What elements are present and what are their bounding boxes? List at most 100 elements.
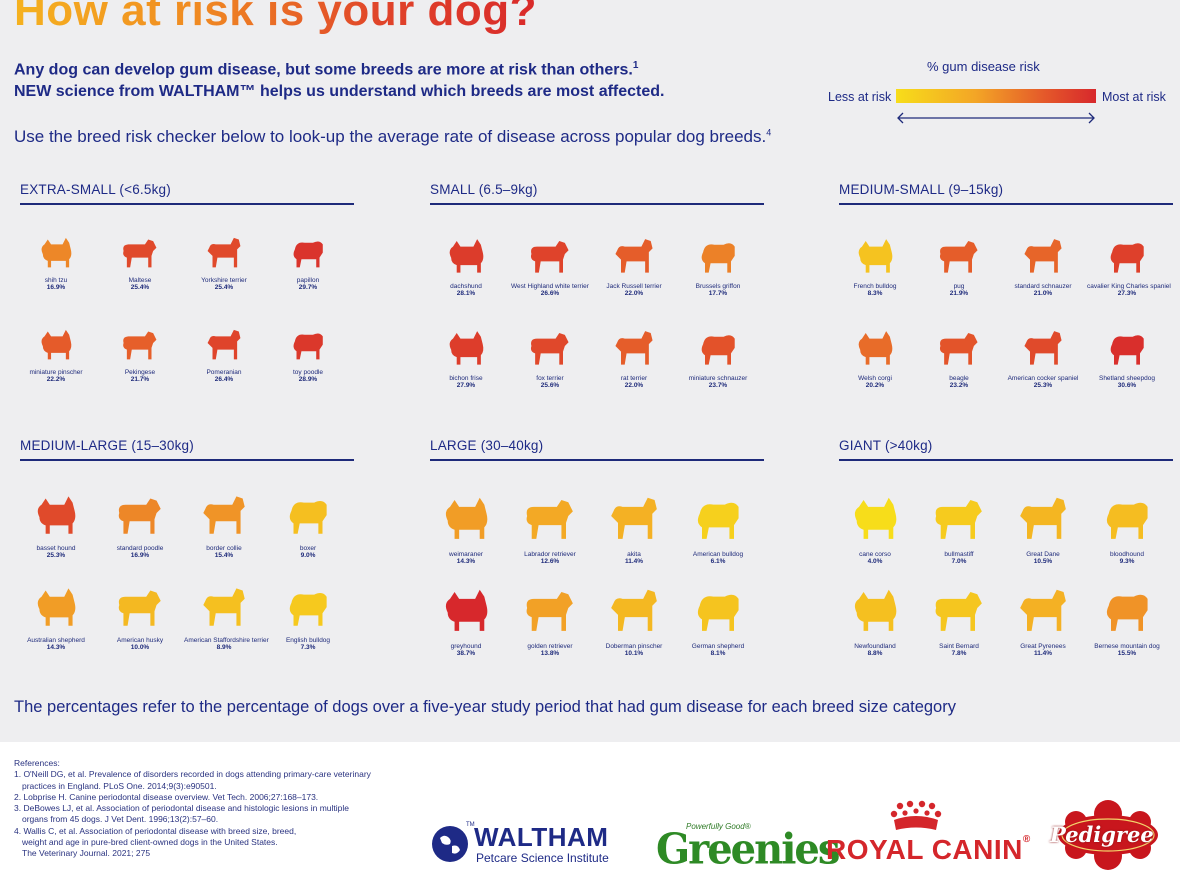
dog-silhouette-icon: [858, 331, 893, 365]
reference-line: 3. DeBowes LJ, et al. Association of per…: [14, 803, 349, 814]
breed-name: bloodhound: [1110, 551, 1144, 558]
breed-risk-percent: 8.8%: [867, 650, 883, 657]
breed-name: American bulldog: [692, 551, 744, 558]
breed-name: Shetland sheepdog: [1098, 375, 1156, 382]
breed-item: greyhound 38.7%: [426, 576, 506, 657]
breed-risk-percent: 27.3%: [1117, 290, 1137, 297]
dog-silhouette-icon: [526, 500, 573, 539]
breed-risk-percent: 8.1%: [710, 650, 726, 657]
breed-item: Saint Bernard 7.8%: [919, 576, 999, 657]
dog-silhouette-icon: [289, 592, 327, 626]
breed-name: basset hound: [36, 545, 76, 552]
breed-risk-percent: 9.3%: [1119, 558, 1135, 565]
breed-name: American Staffordshire terrier: [184, 637, 269, 644]
lookup-text: Use the breed risk checker below to look…: [14, 127, 772, 146]
breed-risk-percent: 4.0%: [867, 558, 883, 565]
reference-line: The Veterinary Journal. 2021; 275: [22, 848, 151, 859]
dog-silhouette-icon: [123, 331, 157, 360]
breed-item: akita 11.4%: [594, 484, 674, 565]
breed-name: Welsh corgi: [858, 375, 892, 382]
breed-risk-percent: 25.6%: [540, 382, 560, 389]
breed-name: cane corso: [859, 551, 891, 558]
dog-silhouette-icon: [939, 241, 978, 273]
greenies-logo: Powerfully Good® Greenies: [656, 818, 840, 874]
breed-name: papillon: [296, 277, 320, 284]
breed-item: standard poodle 16.9%: [100, 484, 180, 559]
breed-risk-percent: 16.9%: [130, 552, 150, 559]
waltham-logo: TM WALTHAM Petcare Science Institute: [430, 818, 630, 868]
breed-risk-percent: 12.6%: [540, 558, 560, 565]
greenies-tagline: Powerfully Good®: [686, 822, 751, 831]
breed-risk-percent: 8.3%: [867, 290, 883, 297]
dog-silhouette-icon: [445, 497, 488, 539]
breed-risk-percent: 21.7%: [130, 376, 150, 383]
breed-name: pug: [953, 283, 965, 290]
breed-name: Labrador retriever: [524, 551, 576, 558]
dog-silhouette-icon: [1110, 243, 1144, 273]
breed-risk-percent: 10.1%: [624, 650, 644, 657]
dog-silhouette-icon: [1024, 331, 1062, 365]
breed-item: bullmastiff 7.0%: [919, 484, 999, 565]
reference-line: 1. O'Neill DG, et al. Prevalence of diso…: [14, 769, 371, 780]
dog-silhouette-icon: [1110, 335, 1144, 365]
dog-silhouette-icon: [1020, 589, 1066, 631]
breed-item: Welsh corgi 20.2%: [835, 320, 915, 389]
waltham-globe-icon: [432, 826, 468, 862]
breed-name: Pomeranian: [206, 369, 242, 376]
dog-silhouette-icon: [118, 590, 161, 626]
breed-item: border collie 15.4%: [184, 484, 264, 559]
breed-risk-percent: 20.2%: [865, 382, 885, 389]
crown-icon: [890, 800, 942, 830]
breed-item: American Staffordshire terrier 8.9%: [184, 576, 269, 651]
breed-item: Newfoundland 8.8%: [835, 576, 915, 657]
breed-risk-percent: 25.4%: [214, 284, 234, 291]
breed-name: Brussels griffon: [695, 283, 741, 290]
greenies-wordmark: Greenies: [656, 824, 840, 875]
breed-risk-percent: 10.0%: [130, 644, 150, 651]
category-title: EXTRA-SMALL (<6.5kg): [20, 182, 171, 197]
breed-name: bichon frise: [449, 375, 483, 382]
breed-item: miniature schnauzer 23.7%: [678, 320, 758, 389]
dog-silhouette-icon: [289, 500, 327, 534]
breed-item: American bulldog 6.1%: [678, 484, 758, 565]
dog-silhouette-icon: [1020, 497, 1066, 539]
breed-item: Jack Russell terrier 22.0%: [594, 228, 674, 297]
breed-item: French bulldog 8.3%: [835, 228, 915, 297]
dog-silhouette-icon: [449, 331, 484, 365]
category-divider: [20, 203, 354, 205]
breed-name: Yorkshire terrier: [201, 277, 247, 284]
page-title: How at risk is your dog?: [14, 0, 537, 36]
breed-name: American husky: [116, 637, 164, 644]
breed-name: Bernese mountain dog: [1094, 643, 1160, 650]
breed-risk-percent: 7.3%: [300, 644, 316, 651]
dog-silhouette-icon: [697, 594, 739, 631]
reference-line: weight and age in pure-bred client-owned…: [22, 837, 278, 848]
breed-name: border collie: [206, 545, 242, 552]
breed-name: English bulldog: [285, 637, 331, 644]
breed-risk-percent: 26.4%: [214, 376, 234, 383]
dog-silhouette-icon: [526, 592, 573, 631]
breed-name: Newfoundland: [854, 643, 896, 650]
breed-risk-percent: 14.3%: [456, 558, 476, 565]
breed-item: Bernese mountain dog 15.5%: [1087, 576, 1167, 657]
intro-line-2: NEW science from WALTHAM™ helps us under…: [14, 83, 665, 100]
breed-name: Great Pyrenees: [1020, 643, 1066, 650]
dog-silhouette-icon: [445, 589, 488, 631]
breed-item: rat terrier 22.0%: [594, 320, 674, 389]
footnote: The percentages refer to the percentage …: [14, 698, 956, 716]
breed-risk-percent: 27.9%: [456, 382, 476, 389]
breed-risk-percent: 23.2%: [949, 382, 969, 389]
breed-item: Great Pyrenees 11.4%: [1003, 576, 1083, 657]
breed-item: beagle 23.2%: [919, 320, 999, 389]
breed-risk-percent: 7.0%: [951, 558, 967, 565]
breed-item: toy poodle 28.9%: [268, 320, 348, 383]
breed-risk-percent: 9.0%: [300, 552, 316, 559]
intro-line-1: Any dog can develop gum disease, but som…: [14, 60, 639, 79]
waltham-tm-mark: TM: [466, 822, 475, 828]
breed-item: shih tzu 16.9%: [16, 228, 96, 291]
category-title: GIANT (>40kg): [839, 438, 933, 453]
breed-name: Jack Russell terrier: [606, 283, 662, 290]
legend-gradient-bar: [896, 89, 1096, 103]
dog-silhouette-icon: [615, 239, 653, 273]
legend-most-label: Most at risk: [1102, 90, 1166, 104]
